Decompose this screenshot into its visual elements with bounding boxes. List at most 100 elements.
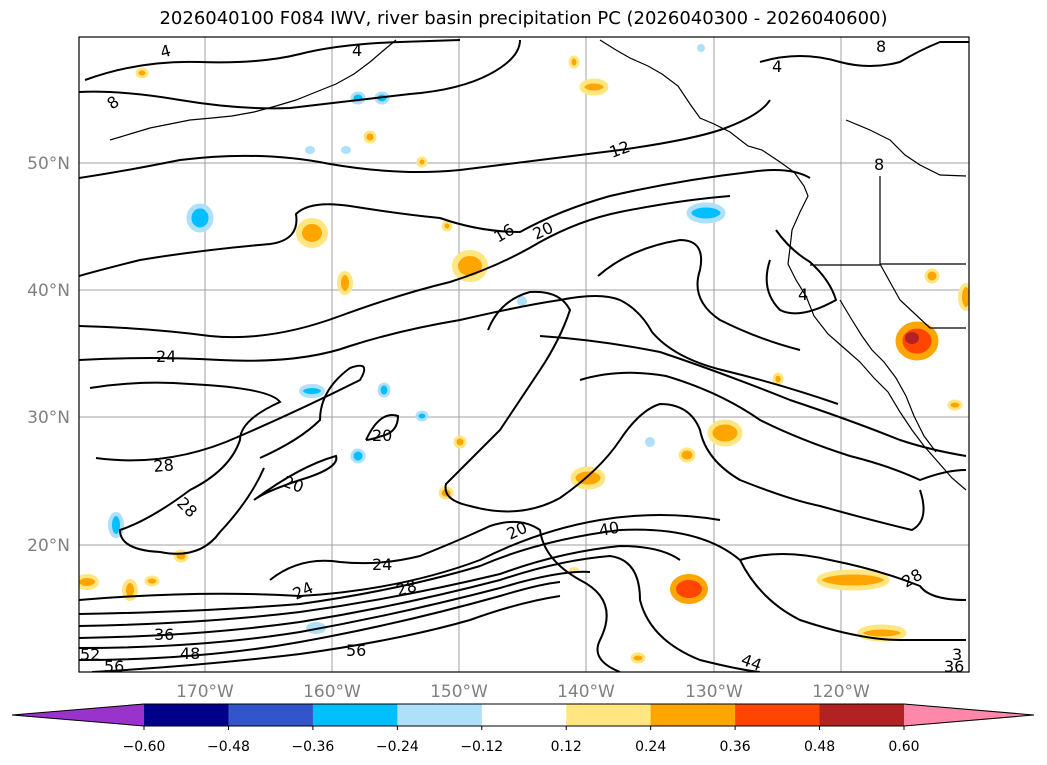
contour-label: 56 <box>104 657 124 676</box>
colorbar-tick-label: −0.36 <box>291 739 334 755</box>
colorbar-extend-right <box>904 704 1034 726</box>
contour-label: 8 <box>876 37 886 56</box>
iwv-contour-8 <box>79 39 521 110</box>
lat-label: 30°N <box>27 408 70 428</box>
colorbar-segment <box>312 704 398 726</box>
colorbar-tick-label: −0.24 <box>376 739 419 755</box>
iwv-contour-20c <box>253 454 338 501</box>
colorbar-segment <box>819 704 905 726</box>
precip-cell-pos <box>924 268 940 284</box>
contour-label: 40 <box>597 518 620 540</box>
iwv-contours <box>79 39 969 672</box>
contour-label: 52 <box>80 645 100 664</box>
colorbar-segments <box>144 704 905 726</box>
colorbar-tick-label: −0.60 <box>123 739 166 755</box>
iwv-contour-48 <box>79 570 591 649</box>
colorbar-segment <box>566 704 652 726</box>
lon-label: 140°W <box>557 682 615 702</box>
precip-cell-pos <box>816 569 890 591</box>
contour-label: 24 <box>372 555 392 574</box>
contour-label: 24 <box>156 347 176 366</box>
contour-label: 4 <box>798 285 808 304</box>
iwv-contour-12 <box>79 99 771 179</box>
precip-cell-peak <box>905 332 919 344</box>
precip-cell-neg <box>305 146 315 154</box>
iwv-contour-16 <box>79 169 811 277</box>
iwv-contour-28c <box>739 553 967 601</box>
precip-cell-pos <box>568 55 580 69</box>
colorbar-segment <box>735 704 821 726</box>
colorbar-tick-label: 0.24 <box>635 739 666 755</box>
iwv-contour-20e <box>597 238 801 351</box>
precip-cell-neg <box>415 410 429 422</box>
iwv-contour-4b <box>765 229 838 315</box>
iwv-contour-52 <box>79 581 561 661</box>
lon-label: 120°W <box>812 682 870 702</box>
colorbar-segment <box>397 704 483 726</box>
map-panel: 4 8 4 4 8 12 16 20 8 4 24 28 28 20 20 20… <box>78 36 970 676</box>
precip-cell-pos <box>441 220 453 232</box>
map-frame <box>78 36 970 673</box>
iwv-contour-20 <box>79 195 731 339</box>
lon-label: 150°W <box>430 682 488 702</box>
iwv-contour-8b <box>759 41 969 67</box>
baja-california <box>839 299 937 453</box>
lon-label: 170°W <box>176 682 234 702</box>
iwv-contour-24c <box>539 335 967 457</box>
colorbar-tick-label: 0.36 <box>720 739 751 755</box>
contour-label: 28 <box>394 576 419 600</box>
lat-label: 20°N <box>27 536 70 556</box>
precip-cell-pos <box>79 574 99 590</box>
precip-cell-neg <box>686 202 726 224</box>
border-canada <box>845 119 967 177</box>
iwv-contour-4 <box>84 39 461 81</box>
precip-cell-pos <box>144 575 160 587</box>
colorbar-segment <box>228 704 314 726</box>
contour-label: 28 <box>153 455 175 476</box>
colorbar-tick-label: −0.12 <box>460 739 503 755</box>
precip-cell-pos <box>958 283 969 311</box>
map-title: 2026040100 F084 IWV, river basin precipi… <box>159 8 888 29</box>
colorbar-segment <box>144 704 229 726</box>
colorbar-segment <box>481 704 567 726</box>
contour-label: 48 <box>180 644 200 663</box>
precip-cell-neg <box>645 437 655 447</box>
colorbar-extend-left <box>12 704 144 726</box>
lon-label: 160°W <box>303 682 361 702</box>
contour-label: 4 <box>772 57 782 76</box>
colorbar: −0.60 −0.48 −0.36 −0.24 −0.12 0.12 0.24 0.36 0.4… <box>11 703 1035 755</box>
contour-label: 20 <box>372 426 392 445</box>
contour-label: 56 <box>346 641 366 660</box>
precip-cell-pos <box>122 579 138 601</box>
colorbar-tick-label: 0.48 <box>804 739 835 755</box>
contour-label: 36 <box>944 657 964 676</box>
precip-cell-neg <box>350 448 366 464</box>
iwv-contour-40 <box>79 544 681 627</box>
iwv-contour-56 <box>91 595 561 672</box>
precip-cell-pos <box>678 447 696 463</box>
colorbar-tick-label: 0.60 <box>888 739 919 755</box>
precip-cell-pos <box>453 435 467 449</box>
coastline-north-america <box>599 39 967 491</box>
state-borders <box>810 176 966 329</box>
lon-label: 130°W <box>685 682 743 702</box>
precip-cell-pos <box>947 399 963 411</box>
contour-label: 8 <box>874 155 884 174</box>
contour-label: 3 <box>952 645 962 664</box>
colorbar-segment <box>650 704 736 726</box>
colorbar-tick-label: 0.12 <box>551 739 582 755</box>
precip-cell-pos <box>337 271 353 295</box>
contour-label: 4 <box>158 41 173 62</box>
precip-cell-pos <box>363 130 377 144</box>
lat-label: 40°N <box>27 281 70 301</box>
iwv-contour-36 <box>79 528 966 642</box>
precip-cell-pos <box>416 156 428 168</box>
contour-label: 44 <box>739 650 765 675</box>
precip-cell-neg <box>697 44 705 52</box>
iwv-contour-24d <box>269 520 621 672</box>
precip-cell-neg <box>341 146 351 154</box>
precip-cell-neg <box>186 203 214 233</box>
precip-cell-pos <box>670 574 708 604</box>
precip-cell-pos <box>579 78 609 96</box>
